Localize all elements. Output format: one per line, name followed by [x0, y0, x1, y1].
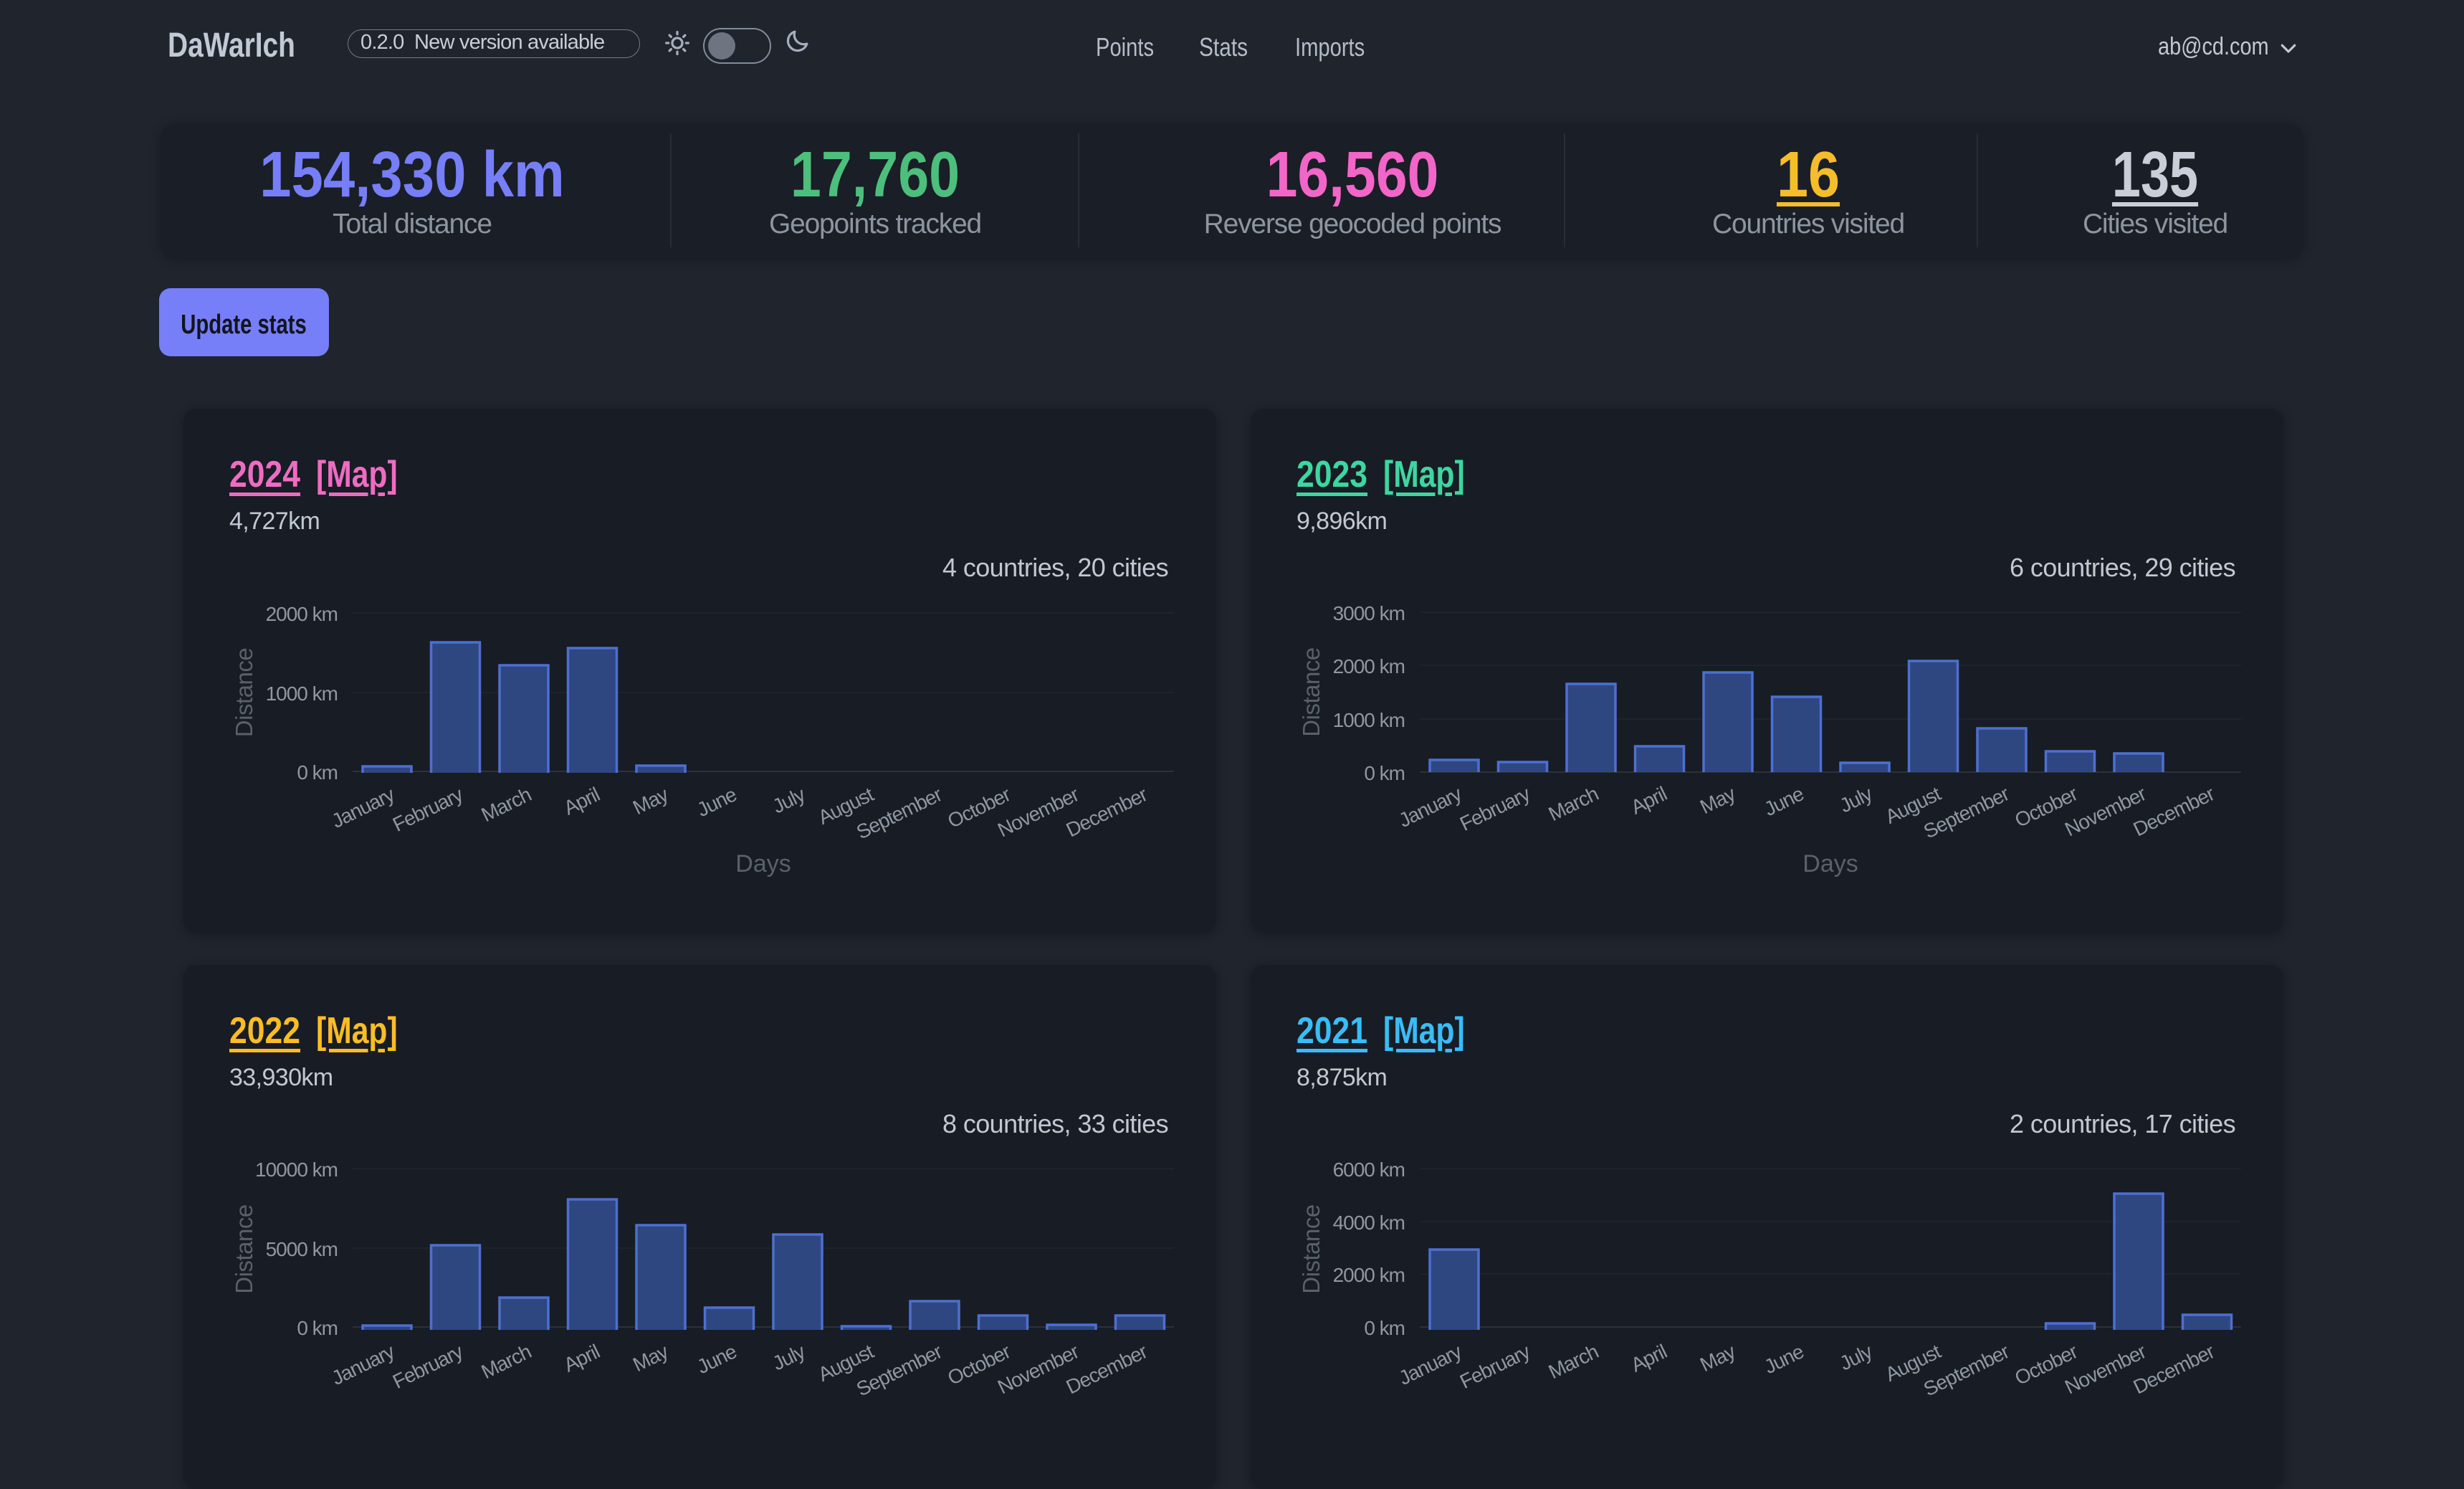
svg-text:April: April	[560, 1341, 603, 1376]
svg-text:5000 km: 5000 km	[266, 1238, 338, 1260]
svg-text:July: July	[1836, 782, 1876, 817]
svg-text:6000 km: 6000 km	[1333, 1159, 1405, 1181]
svg-text:February: February	[389, 783, 467, 836]
svg-text:January: January	[328, 783, 398, 832]
svg-text:March: March	[1545, 783, 1602, 826]
svg-text:March: March	[1545, 1341, 1602, 1384]
svg-text:January: January	[328, 1340, 398, 1389]
svg-text:1000 km: 1000 km	[1333, 709, 1405, 731]
svg-text:4000 km: 4000 km	[1333, 1212, 1405, 1234]
svg-text:0 km: 0 km	[297, 1317, 338, 1339]
svg-text:June: June	[1761, 1340, 1808, 1378]
svg-text:January: January	[1395, 782, 1466, 832]
svg-text:2000 km: 2000 km	[1333, 655, 1405, 677]
svg-text:Distance: Distance	[1298, 647, 1324, 736]
svg-text:2000 km: 2000 km	[1333, 1264, 1405, 1286]
svg-text:June: June	[1761, 782, 1808, 820]
svg-text:March: March	[478, 784, 535, 827]
svg-text:1000 km: 1000 km	[266, 682, 338, 705]
svg-text:Distance: Distance	[231, 1204, 257, 1293]
svg-text:10000 km: 10000 km	[255, 1159, 338, 1181]
svg-text:0 km: 0 km	[297, 761, 338, 784]
svg-text:Distance: Distance	[231, 648, 257, 737]
svg-text:0 km: 0 km	[1364, 1317, 1405, 1339]
svg-text:February: February	[1456, 782, 1534, 835]
svg-text:April: April	[1628, 783, 1670, 819]
svg-text:0 km: 0 km	[1364, 762, 1405, 784]
svg-text:April: April	[560, 784, 603, 819]
svg-text:Days: Days	[1802, 850, 1858, 877]
svg-text:January: January	[1395, 1340, 1466, 1389]
svg-text:July: July	[769, 783, 809, 817]
svg-text:February: February	[1456, 1340, 1534, 1393]
svg-text:3000 km: 3000 km	[1333, 602, 1405, 624]
svg-text:June: June	[694, 783, 740, 821]
svg-text:July: July	[769, 1340, 809, 1374]
svg-text:May: May	[629, 783, 672, 819]
svg-text:May: May	[629, 1340, 672, 1376]
svg-text:July: July	[1836, 1340, 1876, 1374]
svg-text:Distance: Distance	[1298, 1204, 1324, 1293]
svg-text:May: May	[1696, 782, 1739, 818]
svg-text:June: June	[694, 1340, 740, 1378]
svg-text:April: April	[1628, 1341, 1670, 1376]
svg-text:March: March	[478, 1341, 535, 1384]
svg-text:Days: Days	[735, 850, 791, 877]
svg-text:May: May	[1696, 1340, 1739, 1376]
svg-text:2000 km: 2000 km	[266, 603, 338, 625]
svg-text:February: February	[389, 1340, 467, 1393]
